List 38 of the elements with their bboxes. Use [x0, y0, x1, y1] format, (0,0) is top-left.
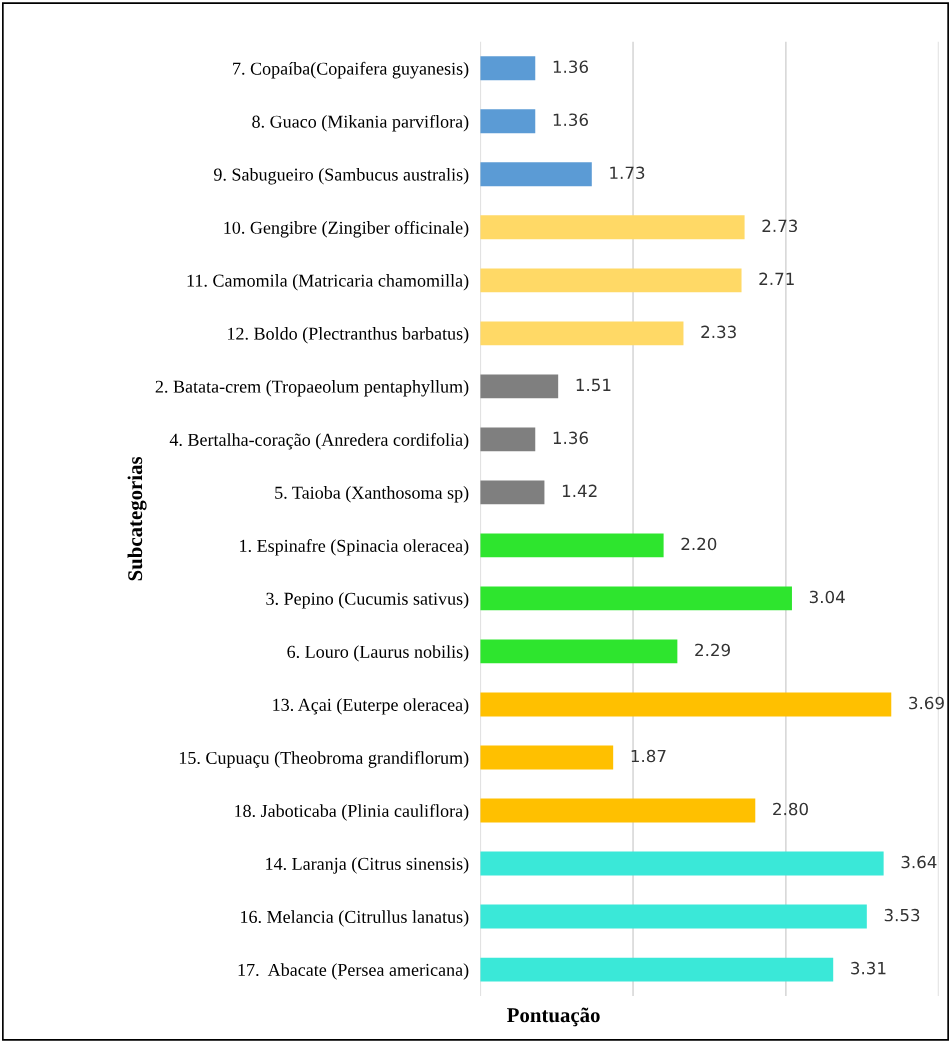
data-label: 3.31: [851, 961, 886, 975]
y-tick-label: 8. Guaco (Mikania parviflora): [252, 114, 469, 132]
data-label: 2.71: [759, 272, 794, 285]
data-label: 3.69: [909, 696, 944, 710]
data-label: 1.36: [553, 60, 588, 74]
data-label: 2.80: [773, 802, 808, 816]
y-tick-label: 14. Laranja (Citrus sinensis): [266, 857, 469, 874]
y-tick-label: 2. Batata-crem (Tropaeolum pentaphyllum): [155, 380, 469, 397]
y-tick-label: 9. Sabugueiro (Sambucus australis): [213, 168, 469, 185]
data-label: 2.33: [701, 325, 736, 339]
data-label: 1.36: [553, 431, 588, 445]
data-label: 1.73: [610, 166, 645, 180]
y-tick-label: 10. Gengibre (Zingiber officinale): [224, 220, 469, 238]
y-tick-label: 4. Bertalha-coração (Anredera cordifolia): [169, 433, 469, 450]
y-tick-label: 7. Copaíba(Copaifera guyanesis): [233, 61, 469, 79]
data-label: 1.87: [631, 749, 666, 763]
data-label: 3.53: [884, 908, 920, 922]
y-tick-label: 16. Melancia (Citrullus lanatus): [241, 910, 469, 927]
y-tick-label: 11. Camomila (Matricaria chamomilla): [187, 274, 469, 291]
data-label: 3.04: [809, 590, 845, 604]
y-axis-title: Subcategorias: [127, 456, 147, 581]
y-tick-label: 1. Espinafre (Spinacia oleracea): [240, 539, 469, 556]
y-tick-label: 5. Taioba (Xanthosoma sp): [275, 486, 469, 503]
data-label: 1.42: [562, 484, 597, 497]
y-tick-label: 3. Pepino (Cucumis sativus): [266, 592, 469, 609]
data-label: 2.29: [695, 643, 730, 657]
data-label: 1.36: [553, 113, 588, 127]
data-label: 2.73: [762, 219, 798, 233]
y-tick-label: 15. Cupuaçu (Theobroma grandiflorum): [179, 751, 469, 768]
y-tick-label: 18. Jaboticaba (Plinia cauliflora): [235, 804, 469, 821]
x-axis-title: Pontuação: [507, 1007, 600, 1027]
y-tick-label: 12. Boldo (Plectranthus barbatus): [228, 327, 469, 344]
y-tick-label: 6. Louro (Laurus nobilis): [287, 645, 469, 662]
data-label: 1.51: [576, 378, 611, 392]
y-tick-label: 17. Abacate (Persea americana): [238, 963, 469, 980]
data-label: 2.20: [681, 537, 717, 551]
data-label: 3.64: [901, 855, 937, 869]
y-tick-label: 13. Açai (Euterpe oleracea): [273, 698, 469, 715]
